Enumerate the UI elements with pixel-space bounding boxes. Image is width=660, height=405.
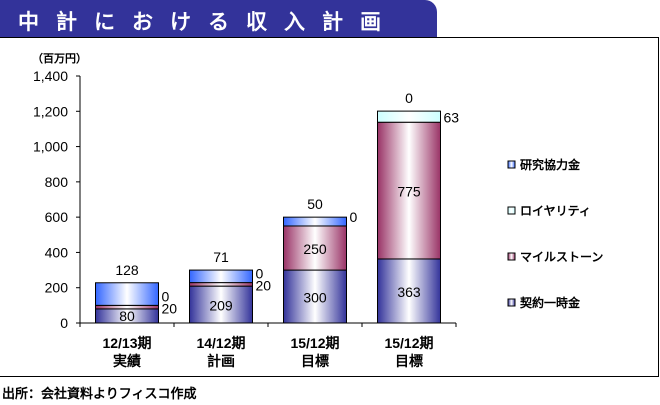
- data-label: 250: [303, 241, 327, 257]
- data-label: 128: [115, 262, 139, 278]
- legend-marker: [507, 206, 516, 215]
- data-label: 63: [444, 110, 460, 126]
- y-tick-label: 1,400: [33, 68, 68, 84]
- y-tick-label: 400: [45, 244, 69, 260]
- data-label: 775: [397, 184, 421, 200]
- x-tick-label: 14/12期: [196, 335, 245, 351]
- y-tick-label: 1,200: [33, 103, 68, 119]
- x-tick-label: 12/13期: [102, 335, 151, 351]
- data-label: 363: [397, 284, 421, 300]
- legend-label: マイルストーン: [520, 250, 603, 264]
- data-label: 20: [162, 300, 178, 316]
- bar-segment-1: [189, 282, 253, 287]
- bar-segment-2: [377, 110, 441, 123]
- data-label: 300: [303, 290, 327, 306]
- source-note: 出所：会社資料よりフィスコ作成: [2, 387, 197, 402]
- chart-title: 中計における収入計画: [18, 10, 398, 34]
- y-tick-label: 800: [45, 174, 69, 190]
- data-label: 0: [256, 266, 264, 282]
- x-tick-label: 目標: [301, 353, 329, 369]
- data-label: 50: [307, 196, 323, 212]
- y-tick-label: 0: [60, 315, 68, 331]
- x-tick-label: 15/12期: [290, 335, 339, 351]
- y-tick-label: 200: [45, 280, 69, 296]
- legend-label: 契約一時金: [519, 295, 581, 310]
- bar-segment-3: [283, 216, 347, 227]
- legend-marker: [507, 252, 516, 261]
- x-tick-label: 15/12期: [384, 335, 433, 351]
- data-label: 80: [119, 308, 135, 324]
- data-label: 20: [256, 278, 272, 294]
- data-label: 0: [162, 288, 170, 304]
- bar-segment-1: [377, 121, 441, 260]
- bar-segment-0: [377, 258, 441, 324]
- x-tick-label: 実績: [113, 353, 141, 369]
- y-tick-label: 600: [45, 209, 69, 225]
- bar-segment-3: [189, 269, 253, 284]
- data-label: 0: [350, 209, 358, 225]
- legend-label: ロイヤリティ: [520, 204, 591, 218]
- x-tick-label: 目標: [395, 353, 423, 369]
- bar-segment-3: [95, 282, 159, 306]
- data-label: 71: [213, 249, 229, 265]
- unit-label: （百万円）: [32, 52, 87, 65]
- y-tick-label: 1,000: [33, 139, 68, 155]
- legend-marker: [507, 160, 516, 169]
- title-banner: 中計における収入計画: [0, 0, 437, 38]
- legend-marker: [507, 298, 516, 307]
- chart-frame: [0, 37, 659, 377]
- bar-segment-1: [95, 304, 159, 310]
- data-label: 209: [209, 298, 233, 314]
- legend-label: 研究協力金: [520, 157, 581, 172]
- x-tick-label: 計画: [207, 353, 235, 369]
- data-label: 0: [405, 90, 413, 106]
